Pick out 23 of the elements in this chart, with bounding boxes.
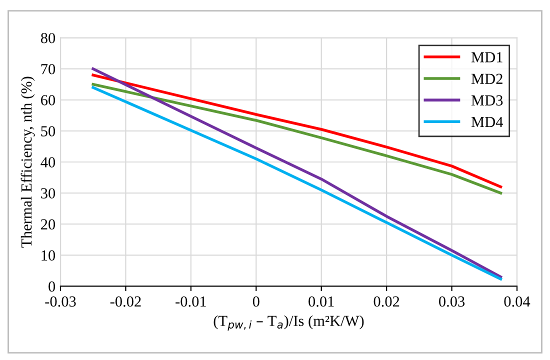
y-tick-label: 20 [41, 219, 56, 230]
y-tick-label: 80 [40, 32, 56, 44]
y-tick-label: 60 [41, 95, 56, 106]
x-tick-label: 0 [252, 296, 260, 307]
x-tick-label: 0.02 [374, 296, 400, 307]
y-tick-label: 0 [48, 281, 56, 292]
y-tick-label: 50 [41, 126, 56, 136]
legend-label: MD1 [471, 52, 502, 62]
y-tick-label: 70 [41, 64, 56, 74]
x-tick-label: 0.03 [439, 296, 465, 307]
x-tick-label: -0.01 [176, 296, 206, 307]
y-tick-label: 30 [41, 188, 56, 198]
y-tick-label: 10 [42, 250, 56, 261]
y-tick-label: 40 [40, 157, 56, 168]
y-axis-title: Thermal Efficiency, nth (%) [20, 76, 35, 248]
x-tick-label: -0.03 [45, 296, 76, 307]
x-tick-label: -0.02 [110, 296, 141, 307]
legend-label: MD3 [471, 95, 503, 106]
x-tick-label: 0.04 [504, 296, 530, 307]
x-tick-label: 0.01 [308, 296, 334, 307]
legend-label: MD2 [471, 74, 502, 84]
x-axis-title: (T$_{pw,i}$ – T$_{a}$)/Is (m²K/W) [214, 315, 364, 331]
legend-label: MD4 [471, 116, 504, 128]
